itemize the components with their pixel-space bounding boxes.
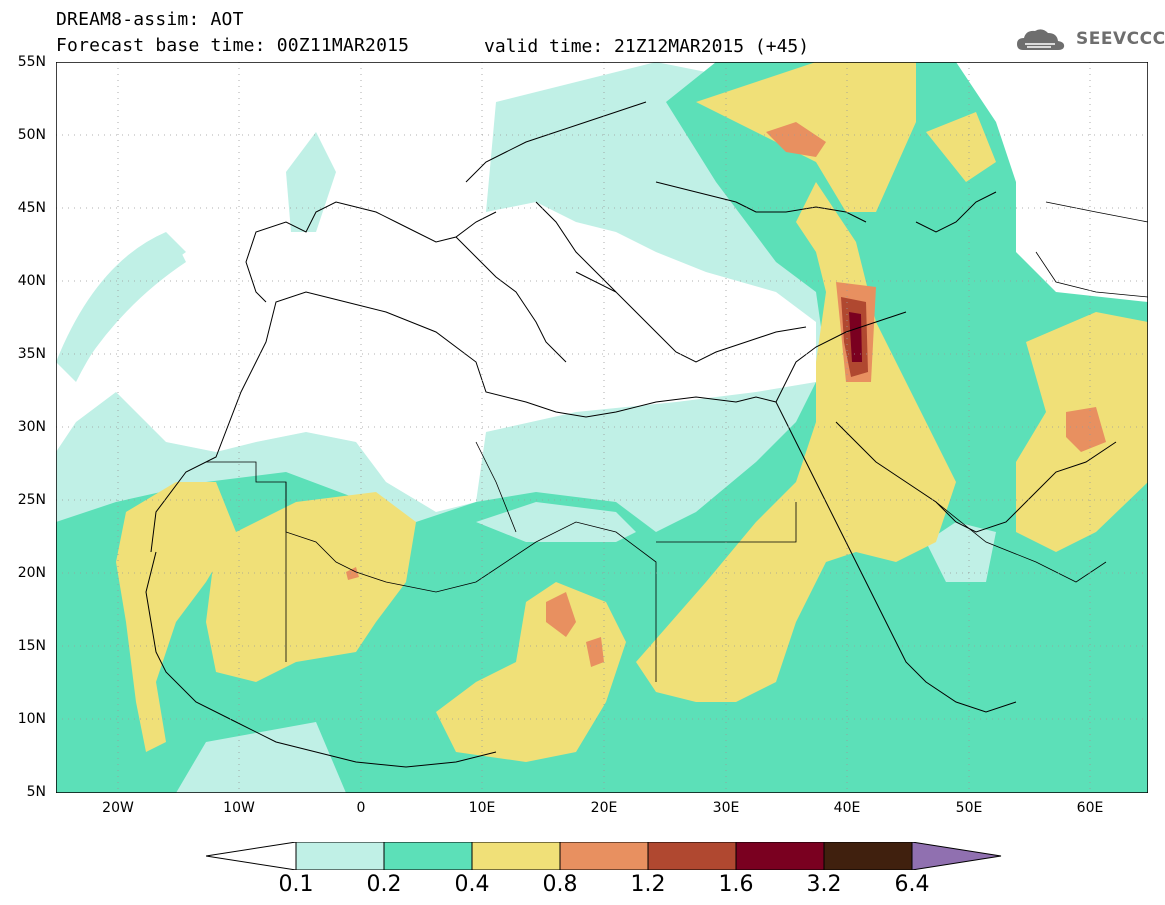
- cloud-logo-icon: [1017, 29, 1065, 50]
- colorbar-segment: [559, 842, 649, 870]
- colorbar-label: 1.6: [718, 872, 754, 897]
- lat-label: 15N: [17, 638, 46, 654]
- lon-label: 0: [356, 800, 366, 816]
- lat-label: 25N: [17, 492, 46, 508]
- colorbar-label: 3.2: [806, 872, 842, 897]
- colorbar-segment: [647, 842, 737, 870]
- lon-label: 60E: [1076, 800, 1104, 816]
- colorbar-label: 0.4: [454, 872, 490, 897]
- lat-label: 20N: [17, 565, 46, 581]
- lat-label: 10N: [17, 711, 46, 727]
- forecast-base-time: Forecast base time: 00Z11MAR2015: [56, 35, 410, 56]
- lat-label: 5N: [26, 784, 46, 800]
- lon-label: 50E: [955, 800, 983, 816]
- lat-label: 55N: [17, 54, 46, 70]
- colorbar-segment: [471, 842, 561, 870]
- colorbar-segment: [295, 842, 385, 870]
- colorbar-label: 0.1: [278, 872, 314, 897]
- colorbar-label: 0.8: [542, 872, 578, 897]
- lon-label: 10W: [223, 800, 255, 816]
- colorbar-segment: [383, 842, 473, 870]
- aot-field-high: [116, 62, 1148, 762]
- lat-label: 30N: [17, 419, 46, 435]
- colorbar-segment: [735, 842, 825, 870]
- colorbar-segment: [823, 842, 913, 870]
- logo-text: SEEVCCC: [1076, 29, 1165, 49]
- aot-map: [56, 62, 1148, 793]
- lat-label: 45N: [17, 200, 46, 216]
- colorbar-segment: [206, 842, 297, 870]
- colorbar-label: 0.2: [366, 872, 402, 897]
- lon-label: 30E: [712, 800, 740, 816]
- lon-label: 20E: [590, 800, 618, 816]
- map-title: DREAM8-assim: AOT: [56, 9, 244, 30]
- grid-lines: [56, 62, 1148, 793]
- lon-label: 10E: [468, 800, 496, 816]
- borders: [206, 201, 1148, 682]
- colorbar-label: 1.2: [630, 872, 666, 897]
- coastlines: [145, 101, 1117, 768]
- valid-time: valid time: 21Z12MAR2015 (+45): [484, 36, 810, 57]
- lat-label: 35N: [17, 346, 46, 362]
- colorbar-label: 6.4: [894, 872, 930, 897]
- lon-label: 20W: [102, 800, 134, 816]
- lat-label: 40N: [17, 273, 46, 289]
- aot-field-clear: [176, 502, 996, 793]
- lon-label: 40E: [833, 800, 861, 816]
- colorbar-segment: [911, 842, 1002, 870]
- lat-label: 50N: [17, 127, 46, 143]
- colorbar: [206, 842, 1002, 870]
